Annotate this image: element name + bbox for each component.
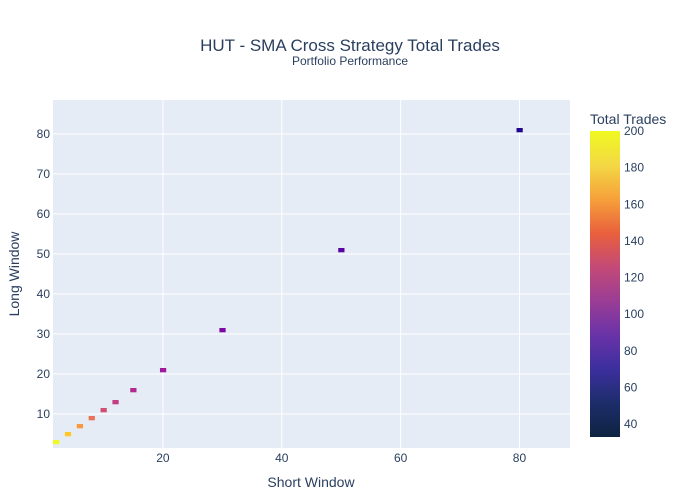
x-tick-label: 80	[513, 451, 527, 465]
y-tick-label: 30	[37, 327, 51, 341]
colorbar-ticks: 40 60 80 100 120 140 160 180 200	[624, 124, 644, 431]
colorbar-tick-label: 60	[624, 381, 638, 395]
colorbar	[590, 131, 620, 437]
y-tick-label: 50	[37, 247, 51, 261]
colorbar-tick-label: 200	[624, 124, 644, 138]
x-axis-ticks: 20 40 60 80	[156, 451, 526, 465]
heatmap-cell	[112, 400, 119, 405]
y-tick-label: 10	[37, 407, 51, 421]
plot-background	[53, 100, 570, 448]
x-axis-label: Short Window	[267, 474, 355, 490]
y-tick-label: 40	[37, 287, 51, 301]
x-tick-label: 40	[275, 451, 289, 465]
heatmap-cell	[338, 248, 345, 253]
heatmap-cell	[516, 128, 523, 133]
chart-subtitle: Portfolio Performance	[292, 54, 408, 68]
y-axis-ticks: 10 20 30 40 50 60 70 80	[37, 127, 51, 421]
heatmap-cell	[219, 328, 226, 333]
y-tick-label: 80	[37, 127, 51, 141]
heatmap-cell	[88, 416, 95, 421]
colorbar-tick-label: 140	[624, 234, 644, 248]
heatmap-cell	[100, 408, 107, 413]
x-tick-label: 60	[394, 451, 408, 465]
heatmap-cell	[53, 440, 60, 445]
x-tick-label: 20	[156, 451, 170, 465]
colorbar-title: Total Trades	[590, 111, 666, 127]
colorbar-tick-label: 40	[624, 417, 638, 431]
grid-lines	[53, 100, 570, 448]
heatmap-cells	[53, 128, 523, 445]
y-tick-label: 20	[37, 367, 51, 381]
chart-title: HUT - SMA Cross Strategy Total Trades	[200, 36, 500, 55]
colorbar-tick-label: 180	[624, 161, 644, 175]
heatmap-cell	[76, 424, 84, 429]
heatmap-cell	[159, 368, 167, 373]
heatmap-cell	[64, 432, 72, 437]
y-axis-label: Long Window	[6, 231, 22, 317]
colorbar-tick-label: 80	[624, 344, 638, 358]
colorbar-tick-label: 100	[624, 307, 644, 321]
heatmap-cell	[130, 388, 137, 393]
colorbar-tick-label: 160	[624, 197, 644, 211]
colorbar-tick-label: 120	[624, 271, 644, 285]
y-tick-label: 60	[37, 207, 51, 221]
y-tick-label: 70	[37, 167, 51, 181]
